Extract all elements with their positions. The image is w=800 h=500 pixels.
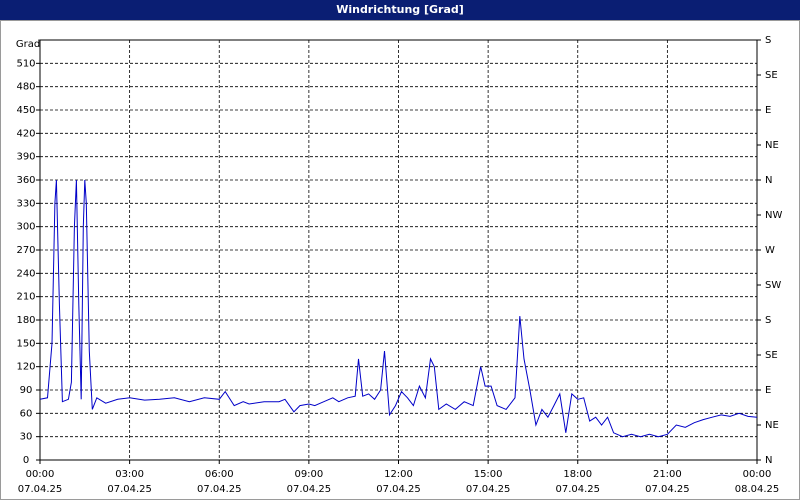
y2-tick-label: E	[765, 385, 771, 396]
y-tick-label: 480	[16, 82, 35, 93]
y-tick-label: 300	[16, 222, 35, 233]
x-tick-label: 18:00	[563, 469, 592, 480]
x-tick-label: 00:00	[743, 469, 772, 480]
x-tick-date: 07.04.25	[466, 484, 511, 495]
y2-tick-label: NE	[765, 140, 779, 151]
y2-tick-label: SW	[765, 280, 781, 291]
x-tick-label: 09:00	[294, 469, 323, 480]
x-tick-label: 06:00	[205, 469, 234, 480]
y-tick-label: 360	[16, 175, 35, 186]
x-tick-date: 07.04.25	[287, 484, 332, 495]
x-tick-label: 15:00	[474, 469, 503, 480]
y-tick-label: 450	[16, 105, 35, 116]
x-tick-date: 07.04.25	[645, 484, 690, 495]
y-tick-label: 120	[16, 362, 35, 373]
x-tick-date: 07.04.25	[197, 484, 242, 495]
y-tick-label: 150	[16, 338, 35, 349]
x-tick-label: 00:00	[26, 469, 55, 480]
title-bar: Windrichtung [Grad]	[0, 0, 800, 20]
x-tick-label: 21:00	[653, 469, 682, 480]
y2-tick-label: S	[765, 35, 771, 46]
x-tick-date: 07.04.25	[107, 484, 152, 495]
window-frame	[0, 20, 800, 500]
y2-tick-label: NE	[765, 420, 779, 431]
y-tick-label: 30	[20, 432, 33, 443]
y-tick-label: 0	[23, 455, 29, 466]
x-tick-label: 12:00	[384, 469, 413, 480]
y2-tick-label: N	[765, 455, 772, 466]
x-tick-label: 03:00	[115, 469, 144, 480]
y2-tick-label: E	[765, 105, 771, 116]
y2-tick-label: S	[765, 315, 771, 326]
y-axis-label: Grad	[16, 39, 40, 50]
y-tick-label: 270	[16, 245, 35, 256]
y-tick-label: 60	[20, 408, 33, 419]
y-tick-label: 210	[16, 292, 35, 303]
y-tick-label: 240	[16, 268, 35, 279]
y-tick-label: 420	[16, 128, 35, 139]
y2-tick-label: SE	[765, 350, 778, 361]
y2-tick-label: N	[765, 175, 772, 186]
y-tick-label: 510	[16, 58, 35, 69]
y-tick-label: 90	[20, 385, 33, 396]
y2-tick-label: W	[765, 245, 775, 256]
y-tick-label: 390	[16, 152, 35, 163]
y2-tick-label: SE	[765, 70, 778, 81]
data-line	[39, 179, 758, 438]
plot-frame	[39, 39, 758, 461]
x-tick-date: 07.04.25	[376, 484, 421, 495]
y-tick-label: 330	[16, 198, 35, 209]
x-tick-date: 07.04.25	[555, 484, 600, 495]
x-tick-date: 08.04.25	[735, 484, 780, 495]
y2-tick-label: NW	[765, 210, 782, 221]
x-tick-date: 07.04.25	[18, 484, 63, 495]
y-tick-label: 180	[16, 315, 35, 326]
